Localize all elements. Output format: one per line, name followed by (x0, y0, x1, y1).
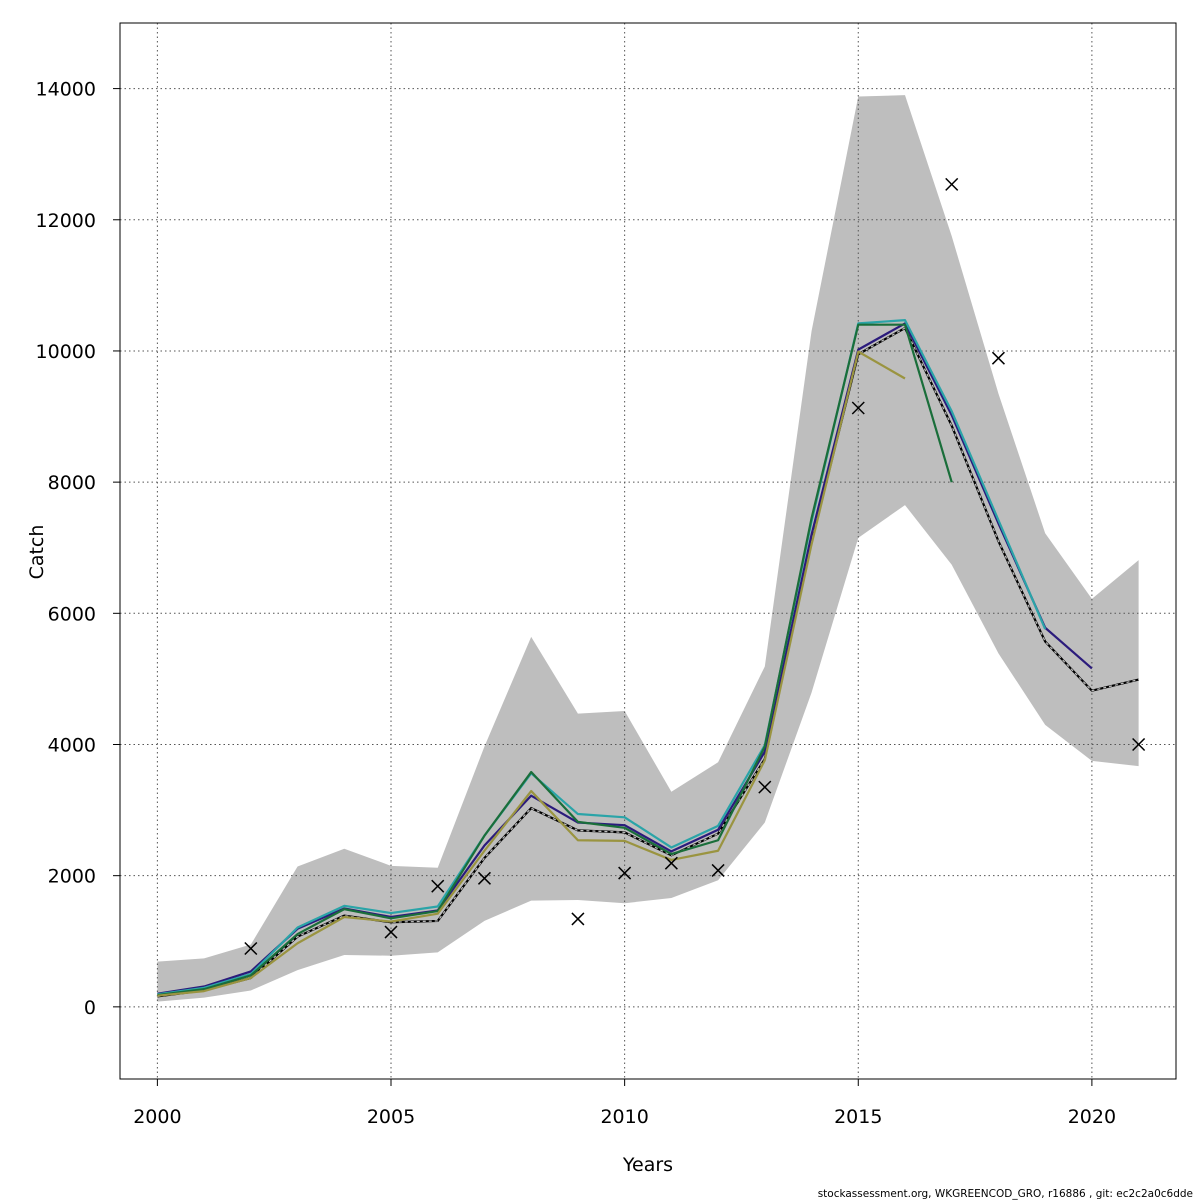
footer-note: stockassessment.org, WKGREENCOD_GRO, r16… (818, 1188, 1193, 1200)
observation-point (1132, 737, 1146, 752)
x-tick-label: 2010 (600, 1106, 648, 1128)
series-layer (157, 319, 1139, 998)
observation-point (384, 925, 398, 939)
x-tick-label: 2020 (1068, 1106, 1116, 1128)
plot-frame (119, 22, 1177, 1080)
confidence-band-layer (157, 95, 1139, 1002)
plot-frame-layer (119, 22, 1177, 1080)
x-tick-label: 2005 (367, 1106, 415, 1128)
observation-point (758, 780, 772, 794)
observation-point (664, 856, 678, 870)
observation-point (991, 351, 1005, 365)
x-axis-title: Years (622, 1154, 673, 1176)
confidence-band (157, 95, 1139, 1002)
y-tick-label: 6000 (48, 603, 96, 625)
x-tick-label: 2000 (133, 1106, 181, 1128)
observation-point (851, 401, 865, 415)
y-axis-title: Catch (26, 525, 48, 580)
series-line-2 (157, 319, 1047, 996)
observation-point (431, 879, 445, 893)
observation-point (618, 866, 632, 880)
y-tick-label: 2000 (48, 866, 96, 888)
y-tick-label: 4000 (48, 734, 96, 756)
observations-layer (244, 177, 1146, 956)
y-tick-label: 10000 (36, 341, 96, 363)
series-line-3 (157, 323, 953, 997)
ticks-layer: 2000 2005 2010 2015 2020 0 2000 4000 6000 8000 100… (36, 79, 1117, 1128)
y-tick-label: 8000 (48, 472, 96, 494)
observation-point (244, 941, 258, 956)
grid-layer (120, 23, 1176, 1079)
y-tick-label: 12000 (36, 210, 96, 232)
observation-point (477, 871, 491, 885)
observation-point (945, 177, 959, 191)
observation-point (711, 863, 725, 877)
y-tick-label: 0 (84, 997, 96, 1019)
observation-point (571, 912, 585, 926)
x-tick-label: 2015 (834, 1106, 882, 1128)
series-line-0 (157, 326, 1139, 998)
y-tick-label: 14000 (36, 79, 96, 101)
series-line-1 (157, 322, 1093, 995)
series-line-4 (157, 350, 906, 997)
